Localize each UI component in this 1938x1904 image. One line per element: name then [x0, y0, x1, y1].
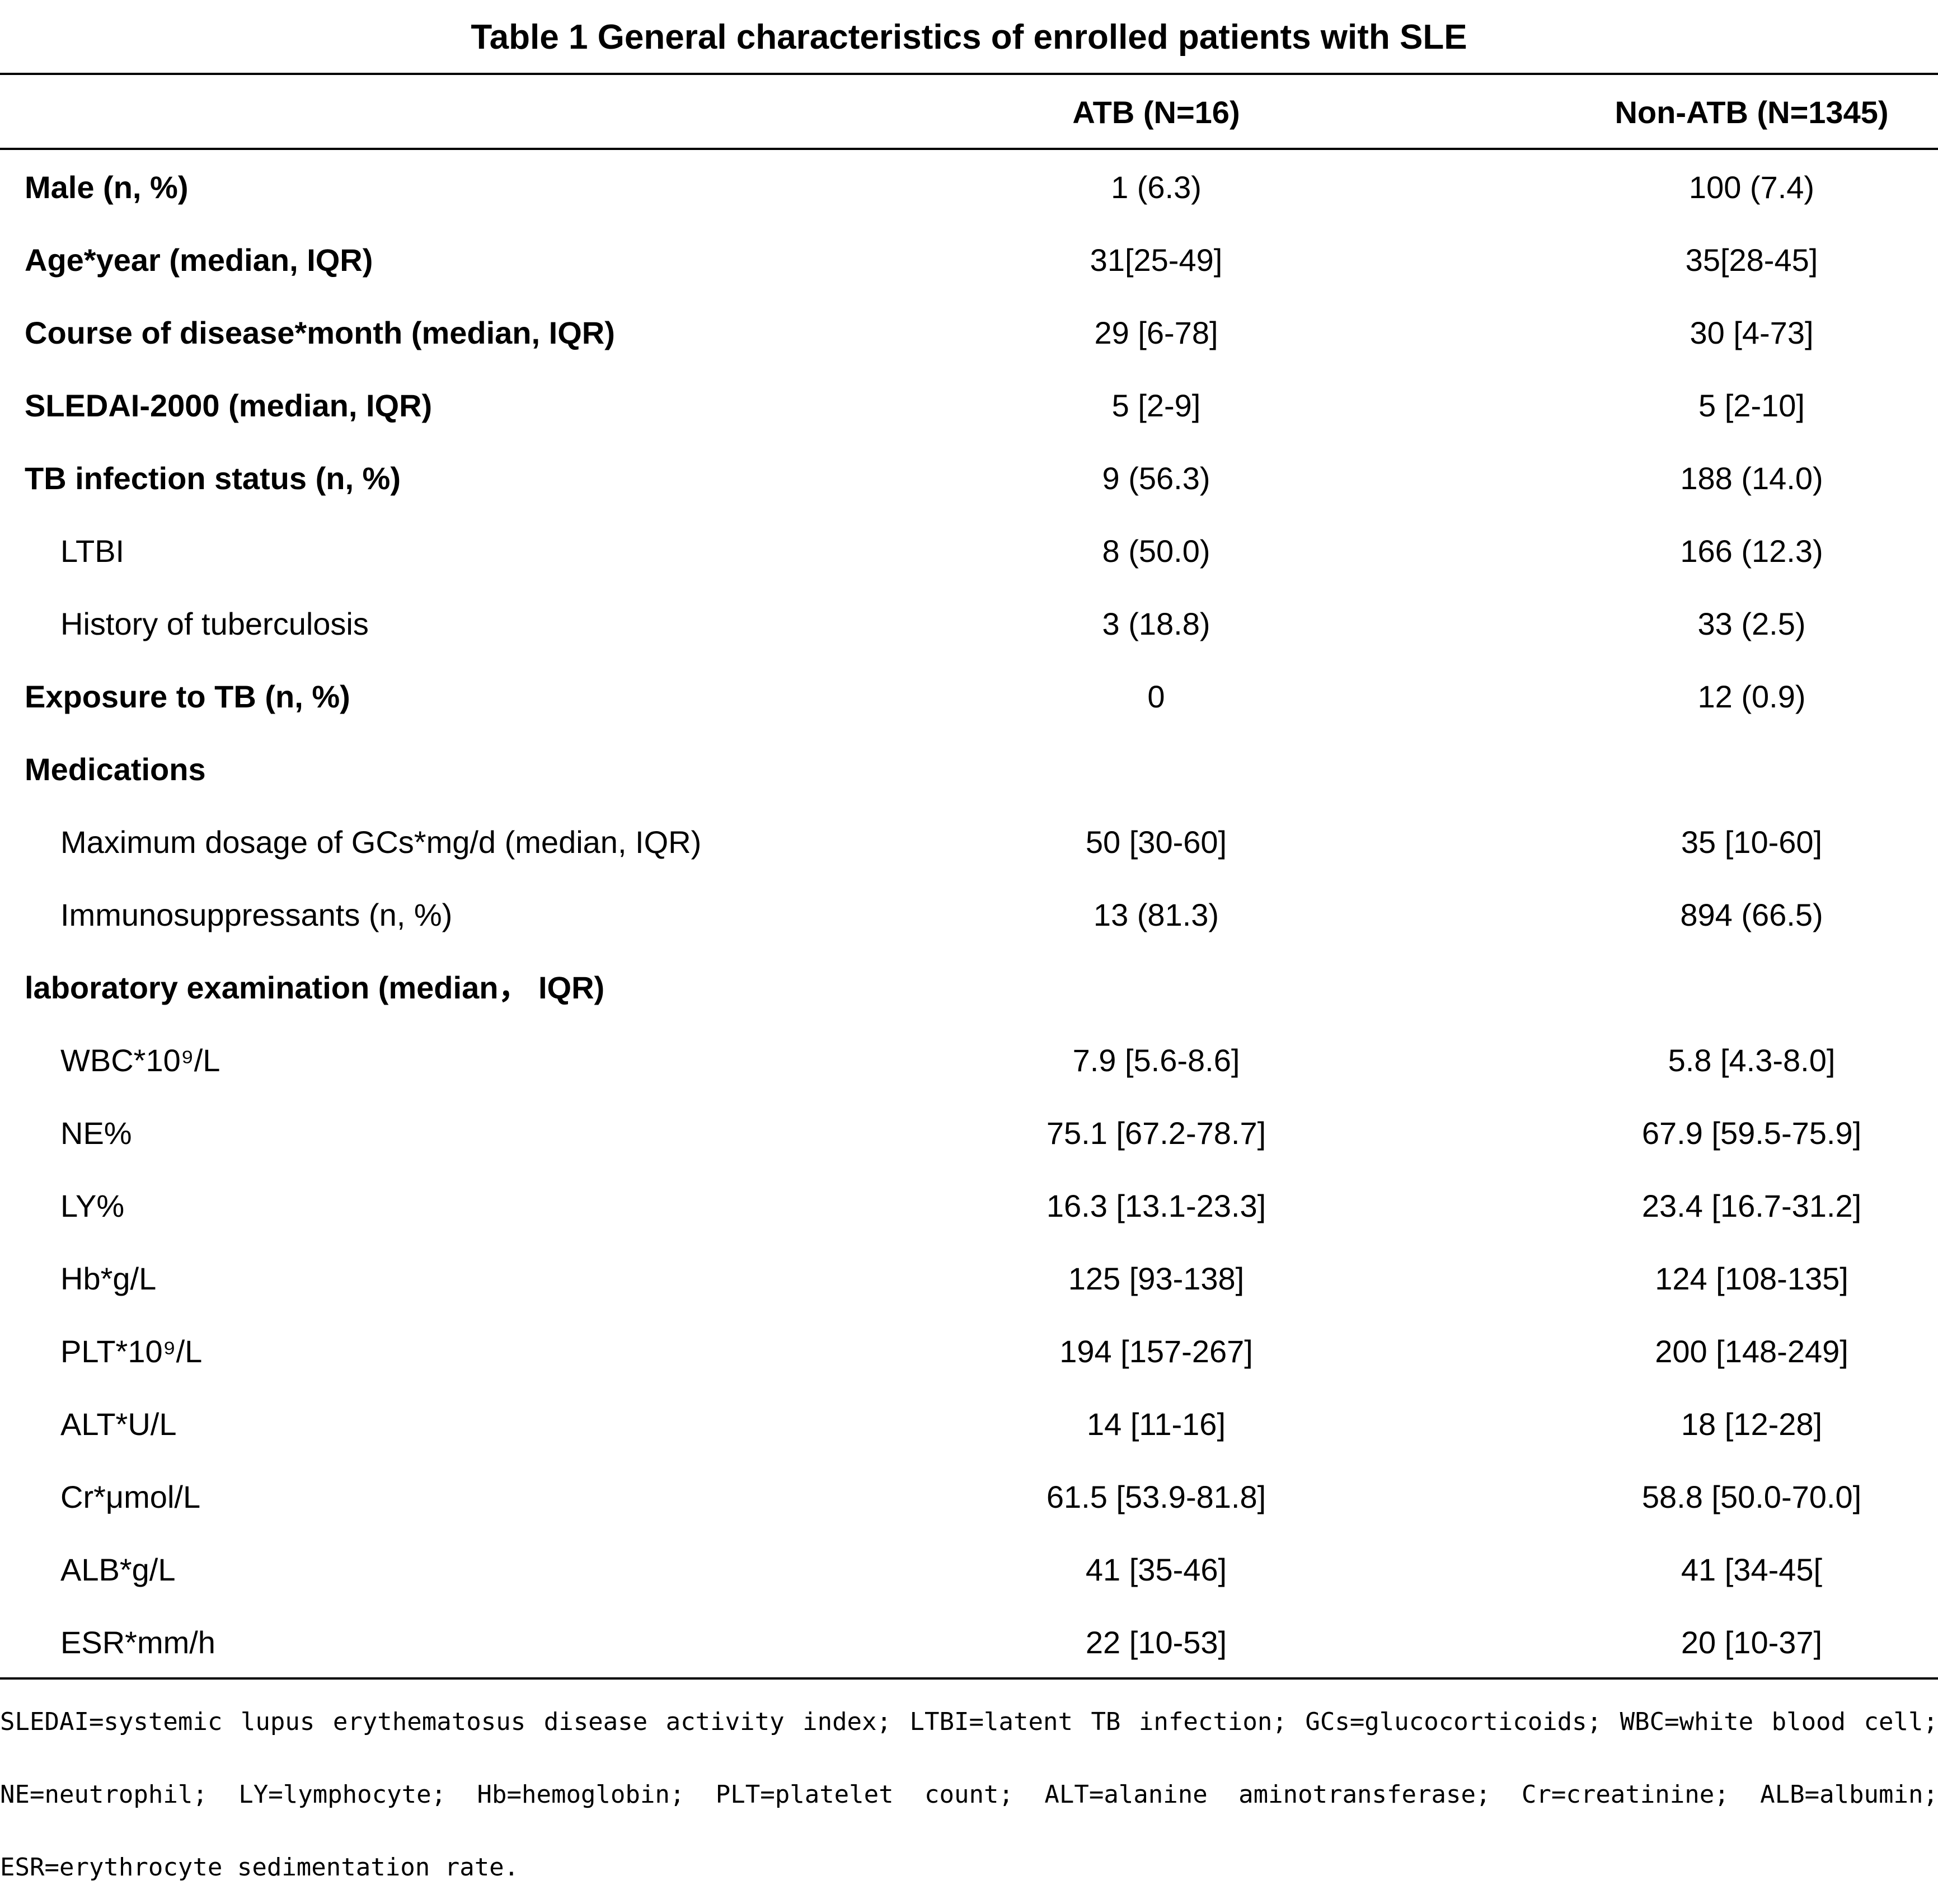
atb-value: 9 (56.3): [1102, 461, 1210, 496]
row-label: Immunosuppressants (n, %): [60, 897, 453, 932]
row-label: Exposure to TB (n, %): [25, 679, 350, 714]
table-row: Course of disease*month (median, IQR) 29 …: [0, 297, 1938, 369]
table-row: ALT*U/L 14 [11-16] 18 [12-28]: [0, 1388, 1938, 1461]
top-rule: [0, 73, 1938, 75]
non-atb-value: [1580, 951, 1923, 1024]
atb-value: 125 [93-138]: [1068, 1261, 1245, 1296]
atb-value: 13 (81.3): [1093, 897, 1219, 932]
table-row: Cr*μmol/L 61.5 [53.9-81.8] 58.8 [50.0-70.0…: [0, 1461, 1938, 1533]
table-row: TB infection status (n, %) 9 (56.3) 188 (1…: [0, 442, 1938, 515]
row-label: ESR*mm/h: [60, 1625, 215, 1660]
row-label: Maximum dosage of GCs*mg/d (median, IQR): [60, 824, 702, 860]
non-atb-value: 35[28-45]: [1685, 242, 1818, 278]
header-rule: [0, 148, 1938, 150]
atb-value: 0: [1147, 679, 1165, 714]
row-label: LTBI: [60, 533, 125, 569]
table-row: LY% 16.3 [13.1-23.3] 23.4 [16.7-31.2]: [0, 1170, 1938, 1242]
atb-value: 29 [6-78]: [1094, 315, 1218, 350]
atb-value: 1 (6.3): [1111, 170, 1202, 205]
bottom-rule: [0, 1677, 1938, 1680]
atb-value: 3 (18.8): [1102, 606, 1210, 641]
row-label: History of tuberculosis: [60, 606, 369, 641]
row-label: PLT*10⁹/L: [60, 1334, 203, 1369]
table-row: Medications: [0, 733, 1938, 806]
row-label: Course of disease*month (median, IQR): [25, 315, 615, 350]
non-atb-value: 188 (14.0): [1680, 461, 1823, 496]
table-footnote: SLEDAI=systemic lupus erythematosus dise…: [0, 1708, 1938, 1882]
non-atb-value: 30 [4-73]: [1690, 315, 1814, 350]
table-row: Hb*g/L 125 [93-138] 124 [108-135]: [0, 1242, 1938, 1315]
atb-value: 5 [2-9]: [1111, 388, 1201, 423]
table-row: ALB*g/L 41 [35-46] 41 [34-45[: [0, 1533, 1938, 1606]
non-atb-value: 5 [2-10]: [1698, 388, 1805, 423]
table-row: SLEDAI-2000 (median, IQR) 5 [2-9] 5 [2-10]: [0, 369, 1938, 442]
non-atb-value: [1580, 733, 1923, 806]
non-atb-value: 894 (66.5): [1680, 897, 1823, 932]
atb-value: 7.9 [5.6-8.6]: [1072, 1043, 1240, 1078]
atb-value: 75.1 [67.2-78.7]: [1046, 1115, 1266, 1151]
atb-value: 194 [157-267]: [1059, 1334, 1253, 1369]
row-label: Hb*g/L: [60, 1261, 157, 1296]
table-row: laboratory examination (median， IQR): [0, 951, 1938, 1024]
table-row: Maximum dosage of GCs*mg/d (median, IQR)…: [0, 806, 1938, 879]
non-atb-value: 58.8 [50.0-70.0]: [1641, 1479, 1862, 1514]
atb-value: 14 [11-16]: [1086, 1406, 1226, 1442]
non-atb-value: 12 (0.9): [1697, 679, 1806, 714]
atb-value: [985, 951, 1327, 1024]
table-row: WBC*10⁹/L 7.9 [5.6-8.6] 5.8 [4.3-8.0]: [0, 1024, 1938, 1097]
row-label: TB infection status (n, %): [25, 461, 401, 496]
atb-value: 31[25-49]: [1090, 242, 1223, 278]
non-atb-value: 100 (7.4): [1688, 170, 1815, 205]
atb-value: 61.5 [53.9-81.8]: [1046, 1479, 1266, 1514]
header-row: ATB (N=16) Non-ATB (N=1345): [0, 76, 1938, 149]
row-label: Age*year (median, IQR): [25, 242, 373, 278]
table-row: Exposure to TB (n, %) 0 12 (0.9): [0, 660, 1938, 733]
row-label: Cr*μmol/L: [60, 1479, 201, 1514]
row-label: WBC*10⁹/L: [60, 1043, 220, 1078]
row-label: ALB*g/L: [60, 1552, 176, 1587]
atb-value: 22 [10-53]: [1085, 1625, 1227, 1660]
non-atb-value: 18 [12-28]: [1681, 1406, 1823, 1442]
table-row: PLT*10⁹/L 194 [157-267] 200 [148-249]: [0, 1315, 1938, 1388]
header-atb-column: ATB (N=16): [1072, 95, 1240, 130]
table-row: Age*year (median, IQR) 31[25-49] 35[28-45]: [0, 224, 1938, 297]
row-label: NE%: [60, 1115, 132, 1151]
non-atb-value: 124 [108-135]: [1655, 1261, 1848, 1296]
row-label: ALT*U/L: [60, 1406, 177, 1442]
table-row: LTBI 8 (50.0) 166 (12.3): [0, 515, 1938, 588]
row-label: SLEDAI-2000 (median, IQR): [25, 388, 433, 423]
table-row: History of tuberculosis 3 (18.8) 33 (2.5): [0, 588, 1938, 660]
atb-value: 16.3 [13.1-23.3]: [1046, 1188, 1266, 1223]
table-row: ESR*mm/h 22 [10-53] 20 [10-37]: [0, 1606, 1938, 1679]
row-label: Medications: [25, 752, 206, 787]
non-atb-value: 20 [10-37]: [1681, 1625, 1823, 1660]
table-row: Male (n, %) 1 (6.3) 100 (7.4): [0, 151, 1938, 224]
row-label: laboratory examination (median， IQR): [25, 970, 605, 1005]
header-non-atb-column: Non-ATB (N=1345): [1615, 95, 1889, 130]
non-atb-value: 23.4 [16.7-31.2]: [1641, 1188, 1862, 1223]
non-atb-value: 200 [148-249]: [1655, 1334, 1848, 1369]
atb-value: 41 [35-46]: [1085, 1552, 1227, 1587]
atb-value: [985, 733, 1327, 806]
non-atb-value: 67.9 [59.5-75.9]: [1641, 1115, 1862, 1151]
table-title: Table 1 General characteristics of enrol…: [471, 18, 1467, 57]
row-label: LY%: [60, 1188, 125, 1223]
atb-value: 50 [30-60]: [1085, 824, 1227, 860]
row-label: Male (n, %): [25, 170, 189, 205]
atb-value: 8 (50.0): [1102, 533, 1210, 569]
non-atb-value: 33 (2.5): [1697, 606, 1806, 641]
non-atb-value: 5.8 [4.3-8.0]: [1668, 1043, 1836, 1078]
table-row: Immunosuppressants (n, %) 13 (81.3) 894 (6…: [0, 879, 1938, 951]
non-atb-value: 166 (12.3): [1680, 533, 1823, 569]
non-atb-value: 35 [10-60]: [1681, 824, 1823, 860]
table-row: NE% 75.1 [67.2-78.7] 67.9 [59.5-75.9]: [0, 1097, 1938, 1170]
non-atb-value: 41 [34-45[: [1681, 1552, 1823, 1587]
